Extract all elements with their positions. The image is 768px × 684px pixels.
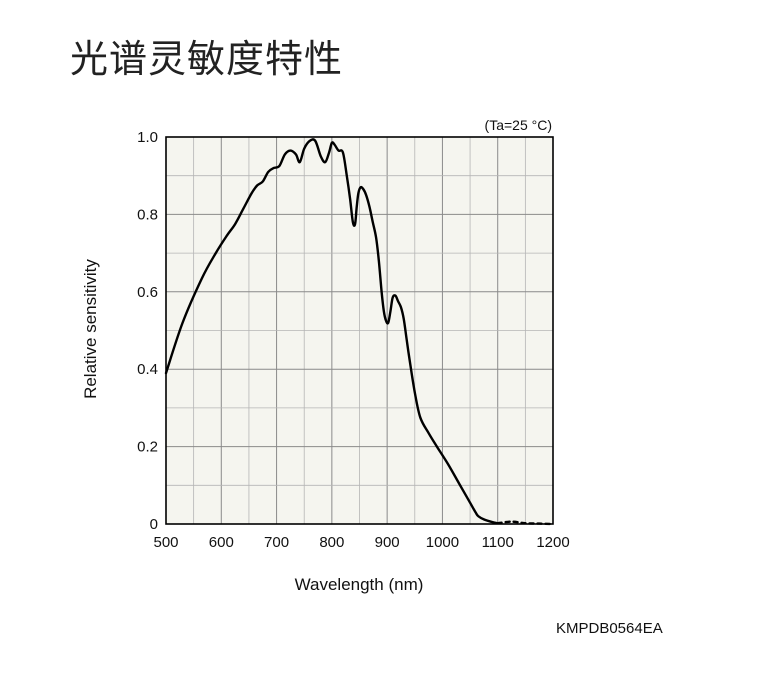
x-tick-label: 900 (375, 534, 400, 551)
x-tick-label: 1100 (482, 534, 514, 551)
x-tick-labels: 500 600 700 800 900 1000 1100 1200 (153, 534, 569, 551)
series-line-solid (164, 138, 499, 525)
y-tick-label: 0 (150, 516, 158, 533)
x-tick-label: 500 (153, 534, 178, 551)
y-tick-label: 1.0 (137, 129, 158, 146)
x-tick-label: 800 (319, 534, 344, 551)
grid (166, 137, 553, 524)
y-tick-label: 0.6 (137, 284, 158, 301)
x-axis-label: Wavelength (nm) (295, 575, 424, 594)
series-layer (164, 138, 555, 526)
document-code: KMPDB0564EA (556, 620, 663, 637)
y-axis-label: Relative sensitivity (81, 259, 100, 399)
page-title: 光谱灵敏度特性 (70, 37, 344, 81)
y-tick-labels: 0 0.2 0.4 0.6 0.8 1.0 (137, 129, 158, 533)
y-tick-label: 0.8 (137, 206, 158, 223)
x-tick-label: 1200 (536, 534, 569, 551)
x-tick-label: 700 (264, 534, 289, 551)
series-line-dashed (496, 520, 555, 526)
y-tick-label: 0.4 (137, 361, 158, 378)
condition-label: (Ta=25 °C) (485, 117, 552, 133)
plot-frame (165, 136, 554, 525)
x-tick-label: 600 (209, 534, 234, 551)
x-tick-label: 1000 (426, 534, 459, 551)
y-tick-label: 0.2 (137, 439, 158, 456)
